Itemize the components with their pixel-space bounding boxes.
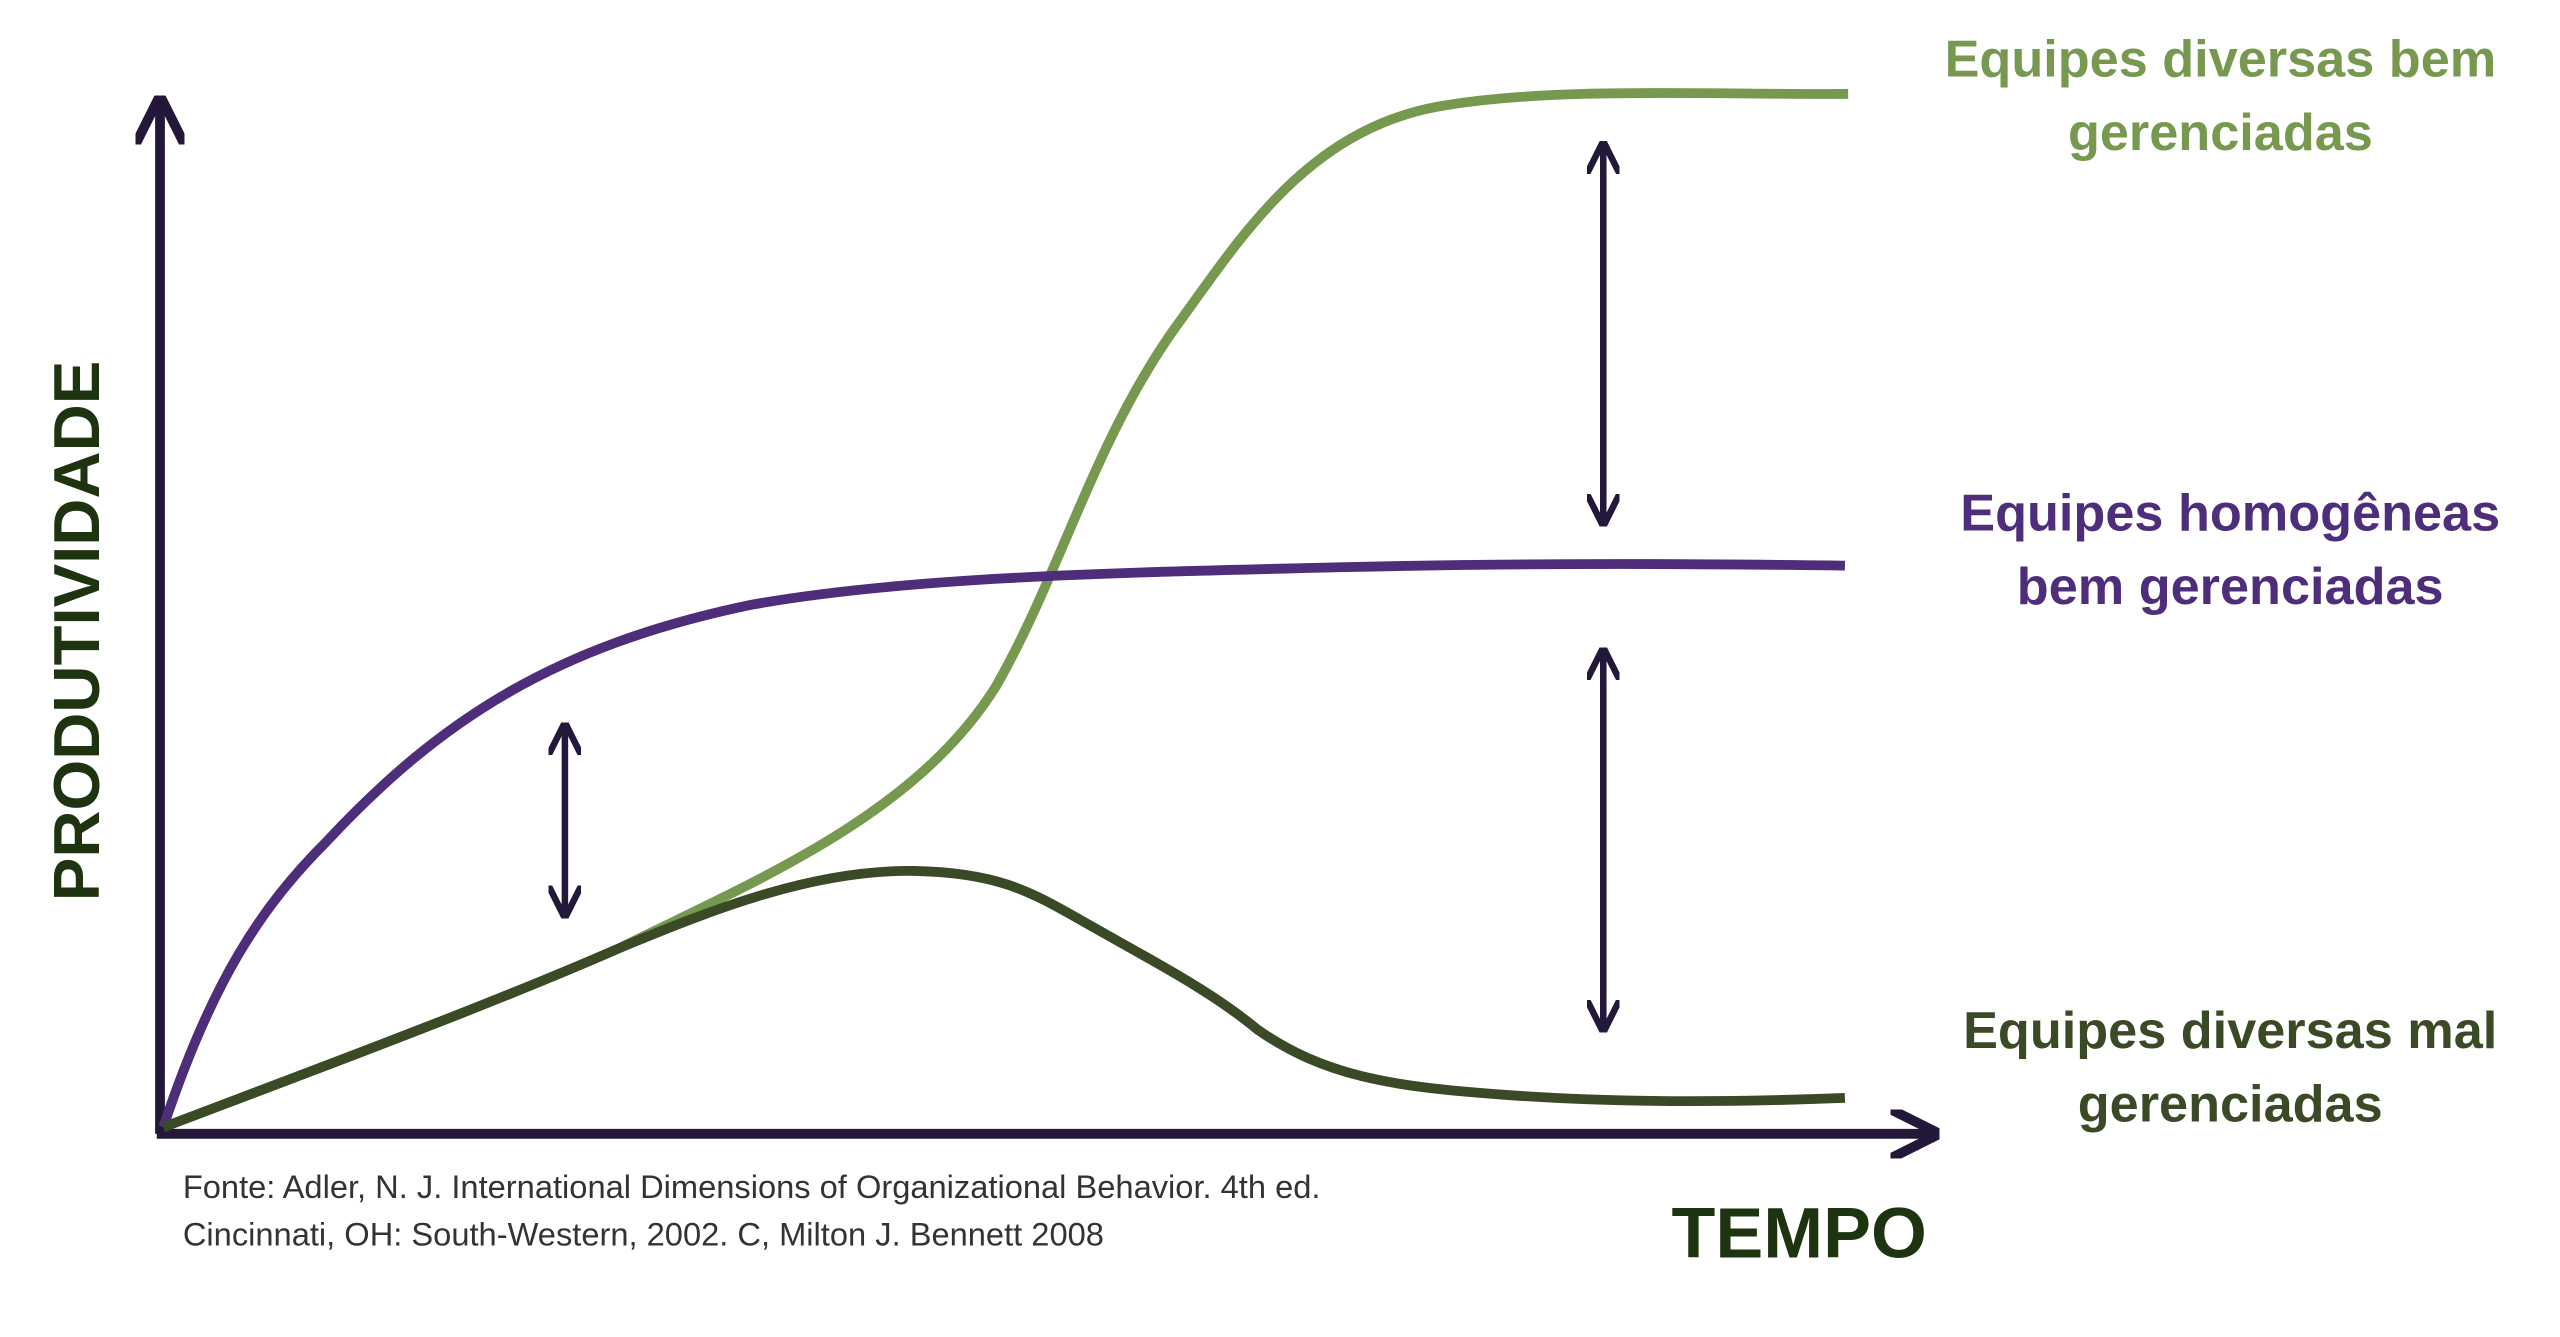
- curve-label: gerenciadas: [2078, 1075, 2383, 1133]
- curve-label: Equipes diversas bem: [1945, 31, 2497, 89]
- source-text: Fonte: Adler, N. J. International Dimens…: [183, 1168, 1321, 1205]
- x-axis-label: TEMPO: [1671, 1193, 1926, 1273]
- curve-label: Equipes homogêneas: [1960, 484, 2500, 542]
- y-axis-label: PRODUTIVIDADE: [40, 361, 113, 902]
- source-text: Cincinnati, OH: South-Western, 2002. C, …: [183, 1215, 1104, 1252]
- curve-diverse-well: [161, 88, 1849, 1132]
- curve-label: Equipes diversas mal: [1963, 1002, 2497, 1060]
- curve-label: bem gerenciadas: [2017, 558, 2444, 616]
- curve-homogeneous: [158, 559, 1845, 1129]
- curve-diverse-poor: [161, 866, 1846, 1132]
- curve-label: gerenciadas: [2068, 104, 2373, 162]
